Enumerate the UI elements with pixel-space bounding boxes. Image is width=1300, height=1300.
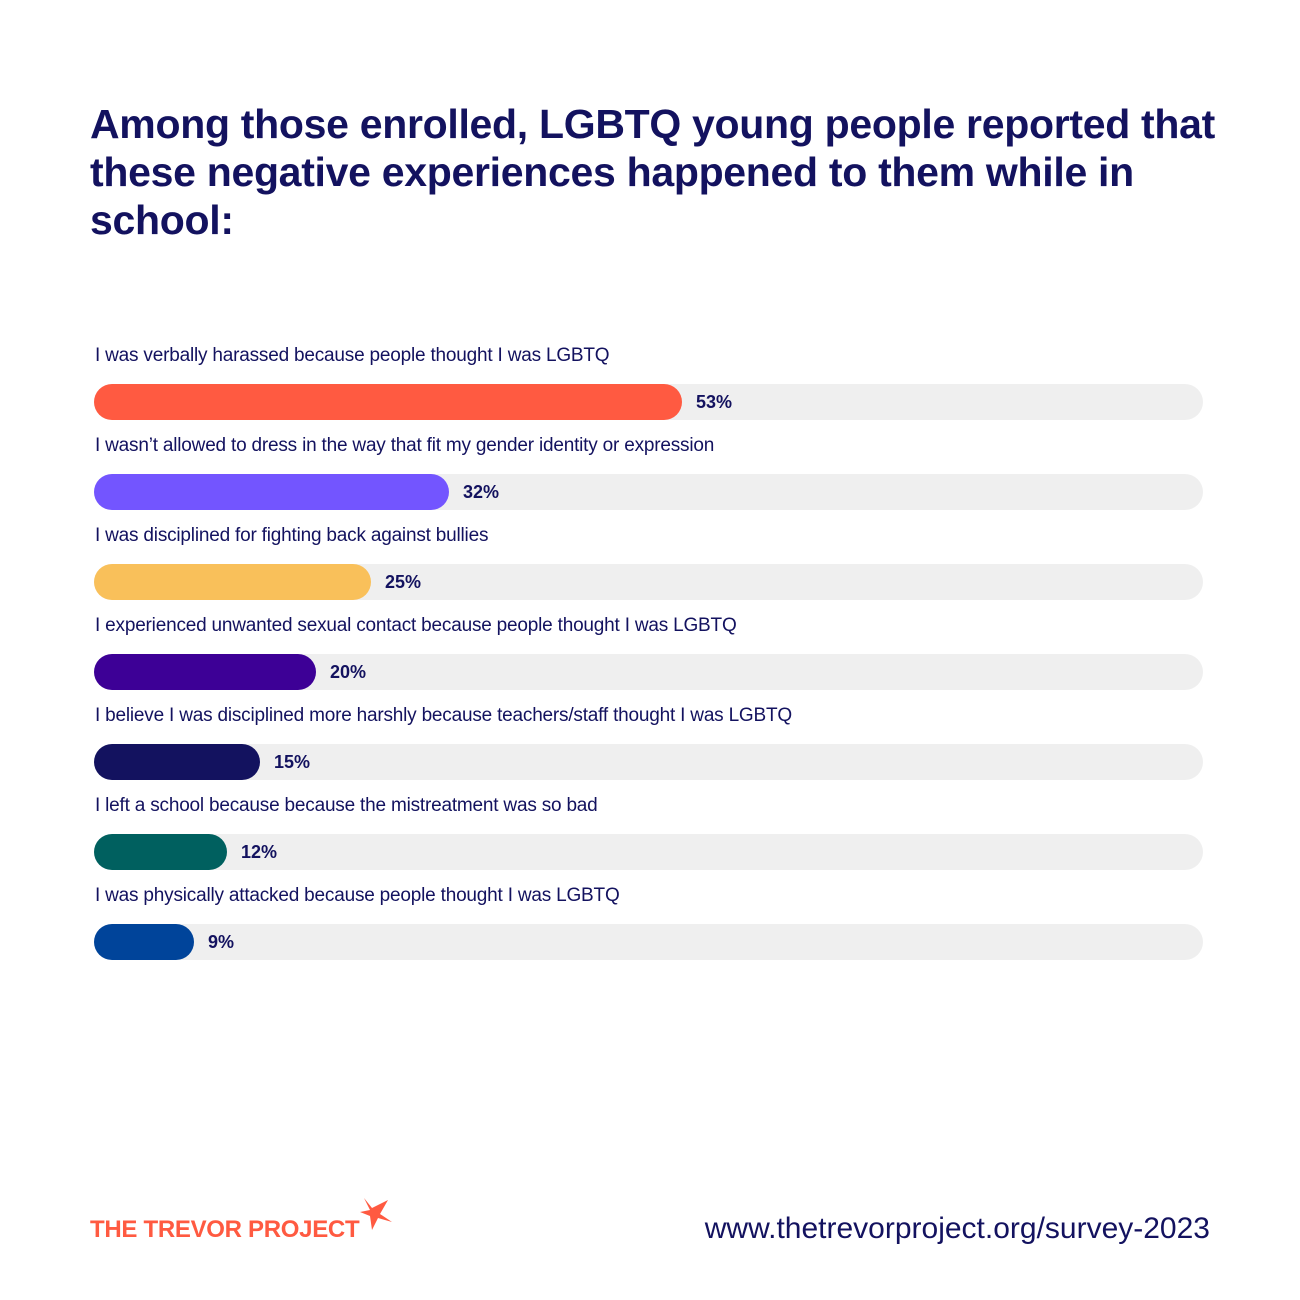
category-label: I wasn’t allowed to dress in the way tha…	[95, 435, 715, 456]
bar-track: 15%	[94, 744, 1203, 780]
bar-chart: I was verbally harassed because people t…	[94, 343, 1204, 973]
bar-track: 20%	[94, 654, 1203, 690]
bar	[94, 744, 260, 780]
bar	[94, 924, 194, 960]
category-label: I believe I was disciplined more harshly…	[95, 705, 792, 726]
bar-row: I was disciplined for fighting back agai…	[94, 523, 1204, 613]
value-label: 20%	[330, 662, 367, 682]
survey-url[interactable]: www.thetrevorproject.org/survey-2023	[704, 1212, 1210, 1245]
category-label: I experienced unwanted sexual contact be…	[95, 615, 737, 636]
bar-row: I was verbally harassed because people t…	[94, 343, 1204, 433]
star-icon	[360, 1198, 392, 1230]
bar	[94, 474, 449, 510]
category-label: I was physically attacked because people…	[95, 885, 620, 906]
bar-track: 12%	[94, 834, 1203, 870]
bar	[94, 384, 682, 420]
bar-track: 25%	[94, 564, 1203, 600]
value-label: 15%	[274, 752, 311, 772]
trevor-project-logo: THE TREVOR PROJECT	[90, 1196, 400, 1246]
value-label: 12%	[241, 842, 278, 862]
bar-track: 53%	[94, 384, 1203, 420]
bar-row: I believe I was disciplined more harshly…	[94, 703, 1204, 793]
category-label: I was verbally harassed because people t…	[95, 345, 610, 366]
value-label: 9%	[208, 932, 235, 952]
bar-track: 9%	[94, 924, 1203, 960]
bar-track: 32%	[94, 474, 1203, 510]
value-label: 32%	[463, 482, 500, 502]
bar-row: I experienced unwanted sexual contact be…	[94, 613, 1204, 703]
category-label: I was disciplined for fighting back agai…	[95, 525, 489, 546]
category-label: I left a school because because the mist…	[95, 795, 598, 816]
value-label: 53%	[696, 392, 733, 412]
logo-text: THE TREVOR PROJECT	[90, 1216, 360, 1243]
bar	[94, 654, 316, 690]
bar	[94, 564, 371, 600]
bar-row: I was physically attacked because people…	[94, 883, 1204, 973]
bar	[94, 834, 227, 870]
bar-row: I wasn’t allowed to dress in the way tha…	[94, 433, 1204, 523]
bar-row: I left a school because because the mist…	[94, 793, 1204, 883]
chart-title: Among those enrolled, LGBTQ young people…	[90, 101, 1215, 243]
value-label: 25%	[385, 572, 422, 592]
